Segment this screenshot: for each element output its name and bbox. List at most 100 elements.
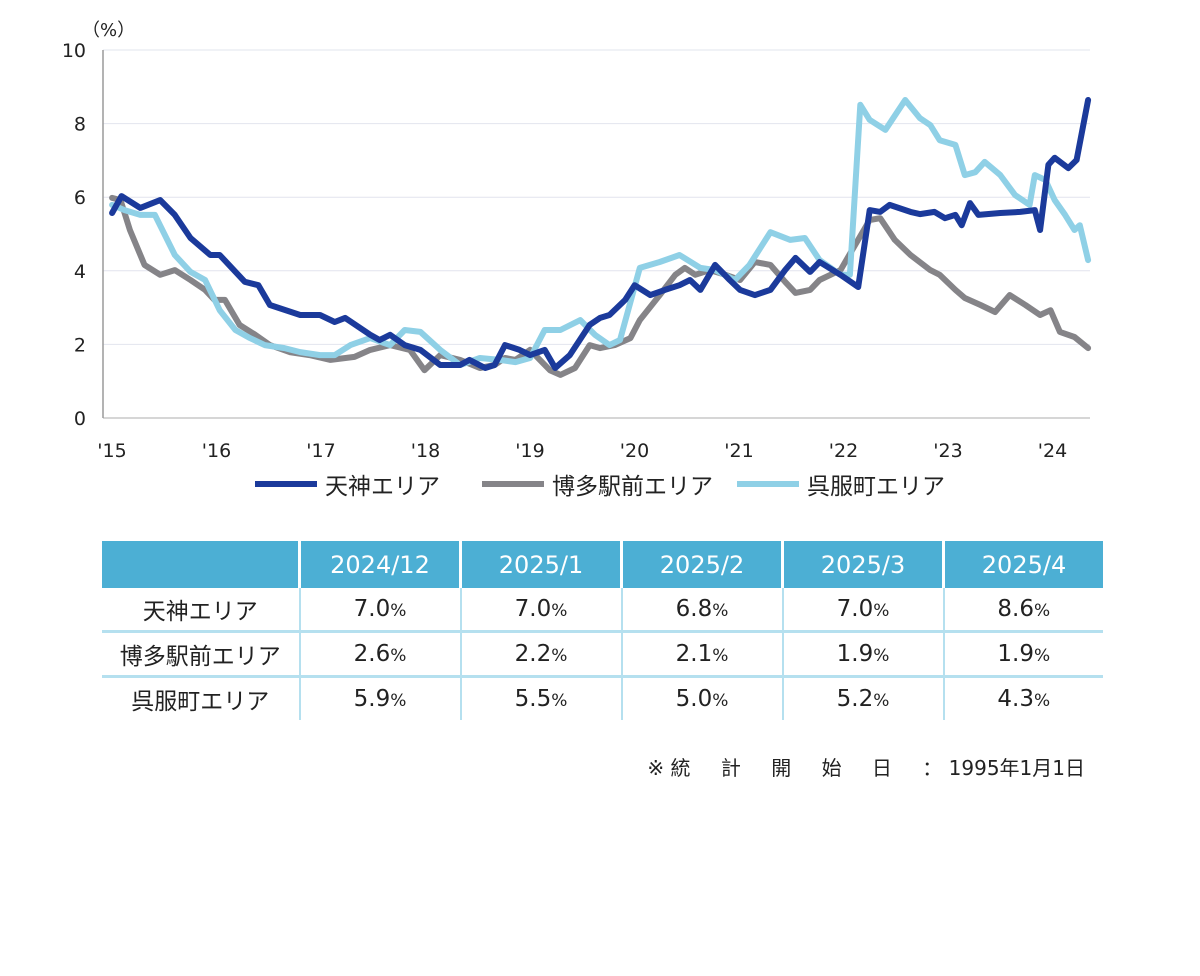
- vacancy-rate-cell: 4.3%: [942, 676, 1103, 720]
- y-tick-labels: 0 2 4 6 8 10: [62, 40, 86, 430]
- percent-sign: %: [873, 691, 890, 711]
- note-separator: ：: [922, 756, 943, 780]
- vacancy-rate-cell: 1.9%: [781, 631, 944, 678]
- x-tick-label: '23: [933, 440, 962, 462]
- note-label-char: 始: [821, 756, 842, 780]
- note-label-char: 日: [871, 756, 892, 780]
- table-header-blank: [102, 541, 300, 588]
- legend-item: 博多駅前エリア: [482, 474, 713, 500]
- legend-label: 博多駅前エリア: [552, 474, 713, 500]
- rate-value: 1.9: [997, 641, 1034, 667]
- rate-value: 1.9: [836, 641, 874, 667]
- y-tick-label: 0: [74, 408, 86, 430]
- percent-sign: %: [1033, 646, 1051, 666]
- vacancy-rate-cell: 7.0%: [781, 588, 944, 633]
- vacancy-rate-cell: 8.6%: [942, 588, 1103, 633]
- vacancy-rate-cell: 7.0%: [459, 588, 622, 633]
- y-tick-label: 2: [74, 334, 86, 356]
- rate-value: 2.1: [675, 641, 713, 667]
- legend-item: 呉服町エリア: [737, 474, 945, 500]
- x-tick-label: '17: [306, 440, 335, 462]
- table-header-month: 2025/1: [459, 541, 622, 588]
- x-tick-label: '16: [202, 440, 231, 462]
- percent-sign: %: [1033, 691, 1051, 711]
- percent-sign: %: [551, 601, 568, 621]
- percent-sign: %: [712, 601, 729, 621]
- note-label-char: 開: [771, 756, 792, 780]
- note-date: 1995年1月1日: [948, 756, 1085, 780]
- table-header-row: 2024/12 2025/1 2025/2 2025/3 2025/4: [102, 541, 1103, 588]
- percent-sign: %: [390, 646, 407, 666]
- rate-value: 5.9: [353, 686, 391, 712]
- table-header-month: 2025/3: [781, 541, 944, 588]
- note-mark: ※: [647, 756, 665, 780]
- table-header-month: 2025/4: [942, 541, 1103, 588]
- series-lines: [109, 97, 1092, 378]
- legend-item: 天神エリア: [255, 474, 440, 500]
- vacancy-rate-cell: 7.0%: [298, 588, 461, 633]
- x-tick-label: '24: [1038, 440, 1067, 462]
- x-tick-label: '19: [515, 440, 544, 462]
- vacancy-rate-cell: 6.8%: [620, 588, 783, 633]
- rate-value: 2.6: [353, 641, 391, 667]
- percent-sign: %: [551, 691, 568, 711]
- x-tick-label: '15: [97, 440, 126, 462]
- vacancy-rate-cell: 5.2%: [781, 676, 944, 720]
- table-row: 呉服町エリア 5.9% 5.5% 5.0% 5.2% 4.3%: [102, 676, 1103, 720]
- percent-sign: %: [390, 691, 407, 711]
- legend-label: 天神エリア: [325, 474, 440, 500]
- row-area-label: 呉服町エリア: [131, 689, 270, 715]
- legend-label: 呉服町エリア: [807, 474, 945, 500]
- x-tick-labels: '15 '16 '17 '18 '19 '20 '21 '22 '23 '24: [97, 440, 1067, 462]
- series-line-2: [109, 97, 1092, 368]
- rate-value: 7.0: [514, 596, 552, 622]
- percent-sign: %: [1033, 601, 1051, 621]
- series-line-1: [109, 194, 1092, 378]
- x-tick-label: '21: [724, 440, 753, 462]
- rate-value: 6.8: [675, 596, 713, 622]
- y-unit-label: （%）: [82, 20, 135, 41]
- note-label-char: 統: [670, 756, 691, 780]
- row-area-label: 博多駅前エリア: [102, 631, 300, 678]
- series-line-0: [109, 97, 1092, 371]
- percent-sign: %: [390, 601, 407, 621]
- table-row: 天神エリア 7.0% 7.0% 6.8% 7.0% 8.6%: [102, 588, 1103, 633]
- percent-sign: %: [873, 646, 890, 666]
- vacancy-rate-cell: 2.6%: [298, 631, 461, 678]
- percent-sign: %: [712, 646, 729, 666]
- rate-value: 5.5: [514, 686, 552, 712]
- vacancy-rate-cell: 2.1%: [620, 631, 783, 678]
- rate-value: 8.6: [997, 596, 1034, 622]
- table-header-month: 2024/12: [298, 541, 461, 588]
- row-area-label: 天神エリア: [102, 588, 300, 633]
- table-row: 博多駅前エリア 2.6% 2.2% 2.1% 1.9% 1.9%: [102, 631, 1103, 678]
- x-tick-label: '18: [411, 440, 440, 462]
- rate-value: 7.0: [353, 596, 391, 622]
- y-tick-label: 10: [62, 40, 86, 62]
- vacancy-rate-cell: 5.5%: [459, 676, 622, 720]
- vacancy-rate-cell: 2.2%: [459, 631, 622, 678]
- rate-value: 5.2: [836, 686, 874, 712]
- table-header-month: 2025/2: [620, 541, 783, 588]
- y-tick-label: 8: [74, 114, 86, 136]
- gridlines: [103, 49, 1090, 419]
- footnote: ※ 統 計 開 始 日 ： 1995年1月1日: [647, 752, 1085, 781]
- vacancy-rate-cell: 5.9%: [298, 676, 461, 720]
- percent-sign: %: [712, 691, 729, 711]
- note-label-char: 計: [720, 756, 741, 780]
- rate-value: 2.2: [514, 641, 552, 667]
- rate-value: 5.0: [675, 686, 713, 712]
- x-tick-label: '22: [829, 440, 858, 462]
- vacancy-rate-table: 2024/12 2025/1 2025/2 2025/3 2025/4 天神エリ…: [102, 541, 1103, 720]
- vacancy-rate-cell: 5.0%: [620, 676, 783, 720]
- vacancy-rate-cell: 1.9%: [942, 631, 1103, 678]
- percent-sign: %: [873, 601, 890, 621]
- rate-value: 4.3: [997, 686, 1034, 712]
- y-tick-label: 4: [74, 261, 86, 283]
- x-tick-label: '20: [620, 440, 649, 462]
- percent-sign: %: [551, 646, 568, 666]
- rate-value: 7.0: [836, 596, 874, 622]
- legend: 天神エリア 博多駅前エリア 呉服町エリア: [255, 474, 945, 500]
- y-tick-label: 6: [74, 187, 86, 209]
